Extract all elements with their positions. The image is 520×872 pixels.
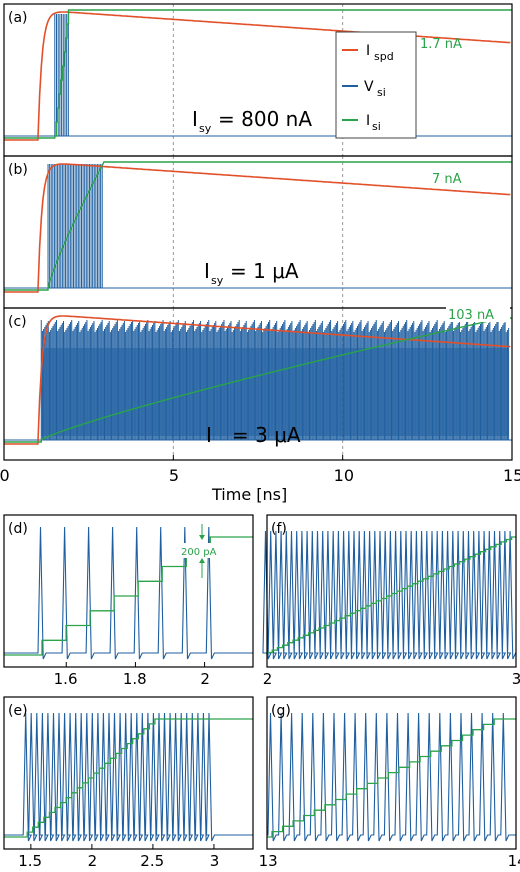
x-axis-label: Time [ns] (211, 485, 287, 504)
annotation-arrowhead-top (199, 535, 205, 540)
panel-c-isi-final: 103 nA (448, 308, 494, 323)
panel-b-current-sub: sy (211, 274, 224, 287)
panel-g-plot (267, 712, 516, 842)
panel-g-x-axis: 13 14 (259, 844, 520, 870)
x-tick-label: 5 (169, 466, 179, 485)
legend-vsi-sub: si (377, 86, 386, 99)
x-tick-label: 0 (0, 466, 10, 485)
panel-g-label: (g) (271, 703, 291, 719)
vsi-trace (262, 530, 517, 660)
panel-c-isi-final-bg (446, 306, 510, 322)
panel-d-frame (3, 514, 254, 668)
isi-staircase (266, 536, 516, 655)
panel-e-frame (3, 696, 254, 850)
panel-e-plot (4, 712, 253, 842)
panel-e-x-axis: 1.5 2 2.5 3 (18, 844, 219, 870)
panel-f-plot (262, 530, 517, 660)
vsi-dense-fill (41, 348, 509, 436)
panel-a-plot (4, 4, 512, 156)
isi-curve (4, 161, 512, 291)
x-tick-label: 3 (512, 670, 520, 688)
isi-curve (4, 9, 512, 139)
x-tick-label: 2 (263, 670, 273, 688)
x-tick-label: 3 (210, 852, 220, 870)
panel-d: (d) 200 pA 1.6 1.8 2 (3, 514, 254, 688)
vsi-trace (267, 712, 516, 842)
legend: I spd V si I si (335, 31, 417, 139)
panel-b-plot (4, 156, 512, 308)
legend-spd-sub: spd (374, 50, 394, 63)
panel-f-frame (266, 514, 517, 668)
panel-c: (c) 103 nA I sy = 3 μA 0 5 10 15 Time [ns] (0, 306, 520, 504)
panel-b-current-main: I (204, 259, 210, 283)
isi-curve (4, 317, 512, 443)
panel-g-frame (266, 696, 517, 850)
vsi-trace (4, 526, 253, 660)
ispd-curve (4, 315, 511, 445)
legend-spd-main: I (366, 43, 370, 59)
panel-a: (a) 1.7 nA I spd V si I si I sy = 800 nA (3, 3, 513, 157)
panel-g: (g) 13 14 (259, 696, 520, 870)
ispd-curve (4, 11, 511, 141)
isi-staircase (267, 718, 516, 838)
x-tick-label: 1.6 (54, 670, 78, 688)
panel-c-current-main: I (206, 423, 212, 447)
legend-isi-main: I (366, 113, 370, 129)
panel-a-label: (a) (8, 10, 28, 26)
panel-b-isi-final: 7 nA (432, 172, 462, 187)
isi-staircase (4, 718, 253, 838)
legend-vsi-main: V (364, 79, 374, 95)
panel-b-current-value: = 1 μA (230, 259, 299, 283)
x-tick-label: 1.5 (18, 852, 42, 870)
annotation-arrowhead-bottom (199, 558, 205, 563)
ispd-curve (4, 163, 511, 293)
panel-e: (e) 1.5 2 2.5 3 (3, 696, 254, 870)
legend-isi-sub: si (372, 120, 381, 133)
panel-a-frame (3, 3, 513, 157)
annotation-200pa-text: 200 pA (181, 547, 217, 558)
panel-a-current-main: I (192, 107, 198, 131)
panel-c-current-sub: sy (213, 438, 226, 451)
x-tick-label: 2 (88, 852, 98, 870)
panel-c-current-value: = 3 μA (232, 423, 301, 447)
panel-b-label: (b) (8, 162, 28, 178)
panel-a-isi-final: 1.7 nA (420, 37, 462, 52)
panel-b: (b) 7 nA I sy = 1 μA (3, 155, 513, 309)
panel-c-frame (3, 307, 513, 461)
x-tick-label: 10 (334, 466, 354, 485)
x-tick-label: 1.8 (123, 670, 147, 688)
panel-d-label: (d) (8, 521, 28, 537)
panel-f-label: (f) (271, 521, 287, 537)
x-tick-label: 2.5 (140, 852, 164, 870)
panel-c-label: (c) (8, 314, 27, 330)
annotation-200pa: 200 pA (178, 524, 224, 578)
panel-d-x-axis: 1.6 1.8 2 (54, 662, 210, 688)
panel-c-plot (4, 308, 512, 460)
vsi-trace (4, 712, 253, 842)
x-tick-label: 14 (508, 852, 520, 870)
main-x-axis: 0 5 10 15 (0, 455, 520, 485)
x-tick-label: 13 (259, 852, 278, 870)
panel-e-label: (e) (8, 703, 28, 719)
panel-a-current-value: = 800 nA (218, 107, 312, 131)
panel-a-current-sub: sy (199, 122, 212, 135)
annotation-bg (178, 543, 224, 558)
x-tick-label: 15 (503, 466, 520, 485)
x-tick-label: 2 (200, 670, 210, 688)
